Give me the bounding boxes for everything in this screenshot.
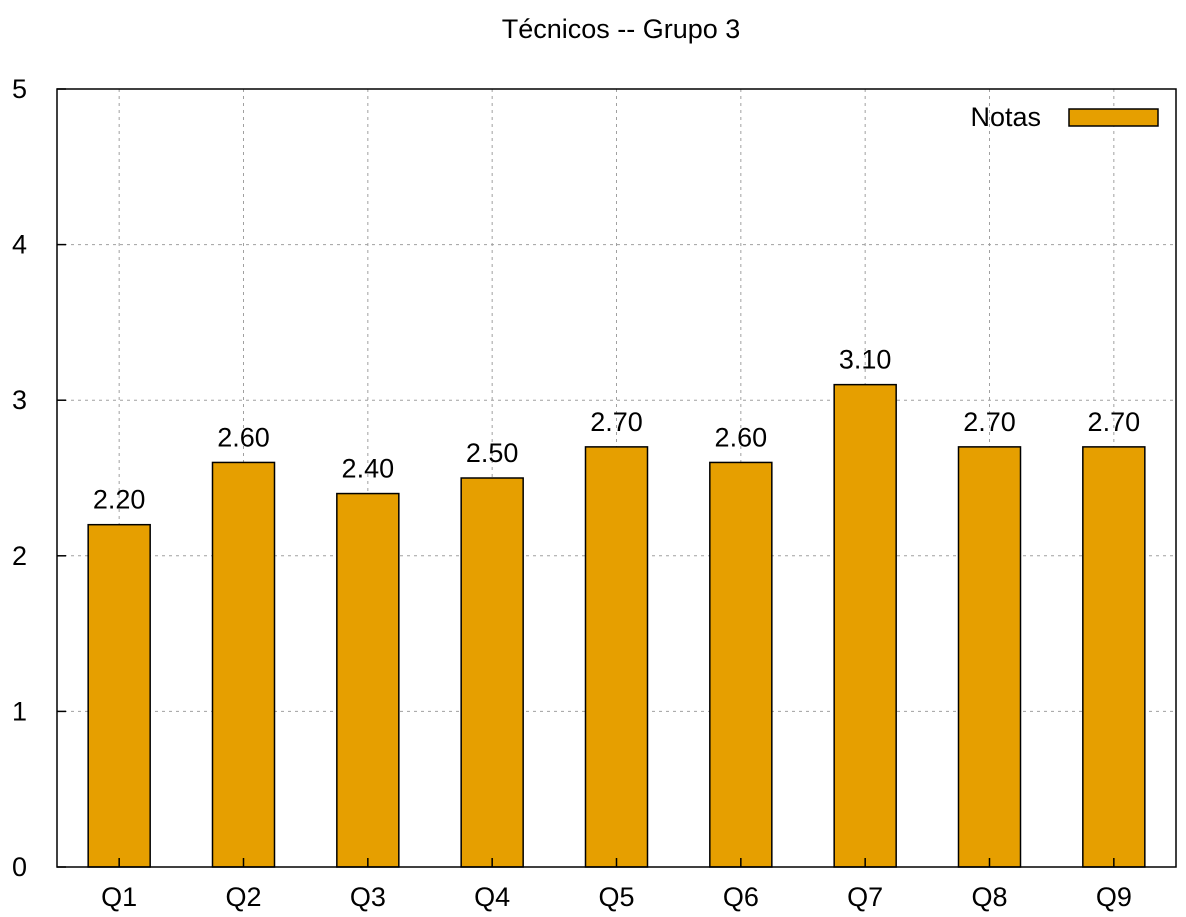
y-tick-label: 1	[12, 696, 27, 726]
x-tick-label: Q3	[350, 882, 386, 912]
y-tick-label: 2	[12, 541, 27, 571]
value-label: 2.40	[342, 454, 395, 484]
x-tick-label: Q2	[225, 882, 261, 912]
y-tick-label: 3	[12, 385, 27, 415]
bar-q6	[709, 461, 773, 868]
x-axis: Q1 Q2 Q3 Q4 Q5 Q6 Q7 Q8 Q9	[101, 858, 1132, 912]
x-tick-label: Q5	[598, 882, 634, 912]
x-tick-label: Q7	[847, 882, 883, 912]
bar-q8	[957, 446, 1022, 868]
bars	[87, 383, 1146, 868]
value-label: 2.70	[963, 407, 1016, 437]
bar-q4	[460, 477, 524, 868]
y-axis: 0 1 2 3 4 5	[12, 74, 66, 882]
x-tick-label: Q4	[474, 882, 510, 912]
bar-q3	[336, 492, 400, 868]
y-tick-label: 4	[12, 230, 27, 260]
value-label: 3.10	[839, 345, 892, 375]
x-tick-label: Q9	[1096, 882, 1132, 912]
value-label: 2.50	[466, 438, 519, 468]
value-label: 2.60	[715, 422, 768, 452]
legend-label: Notas	[970, 102, 1041, 132]
bar-q9	[1082, 446, 1146, 868]
value-label: 2.20	[93, 485, 146, 515]
value-label: 2.70	[590, 407, 643, 437]
bar-q1	[87, 523, 151, 868]
y-tick-label: 5	[12, 74, 27, 104]
bar-q5	[584, 446, 649, 868]
y-tick-label: 0	[12, 852, 27, 882]
value-label: 2.70	[1088, 407, 1141, 437]
legend: Notas	[970, 102, 1159, 132]
bar-q2	[211, 461, 276, 868]
value-labels: 2.20 2.60 2.40 2.50 2.70 2.60 3.10 2.70 2.70	[93, 345, 1140, 515]
x-tick-label: Q6	[723, 882, 759, 912]
value-label: 2.60	[217, 422, 270, 452]
bar-q7	[833, 383, 897, 868]
legend-swatch	[1068, 108, 1159, 127]
x-tick-label: Q8	[971, 882, 1007, 912]
chart-title: Técnicos -- Grupo 3	[502, 14, 741, 44]
x-tick-label: Q1	[101, 882, 137, 912]
